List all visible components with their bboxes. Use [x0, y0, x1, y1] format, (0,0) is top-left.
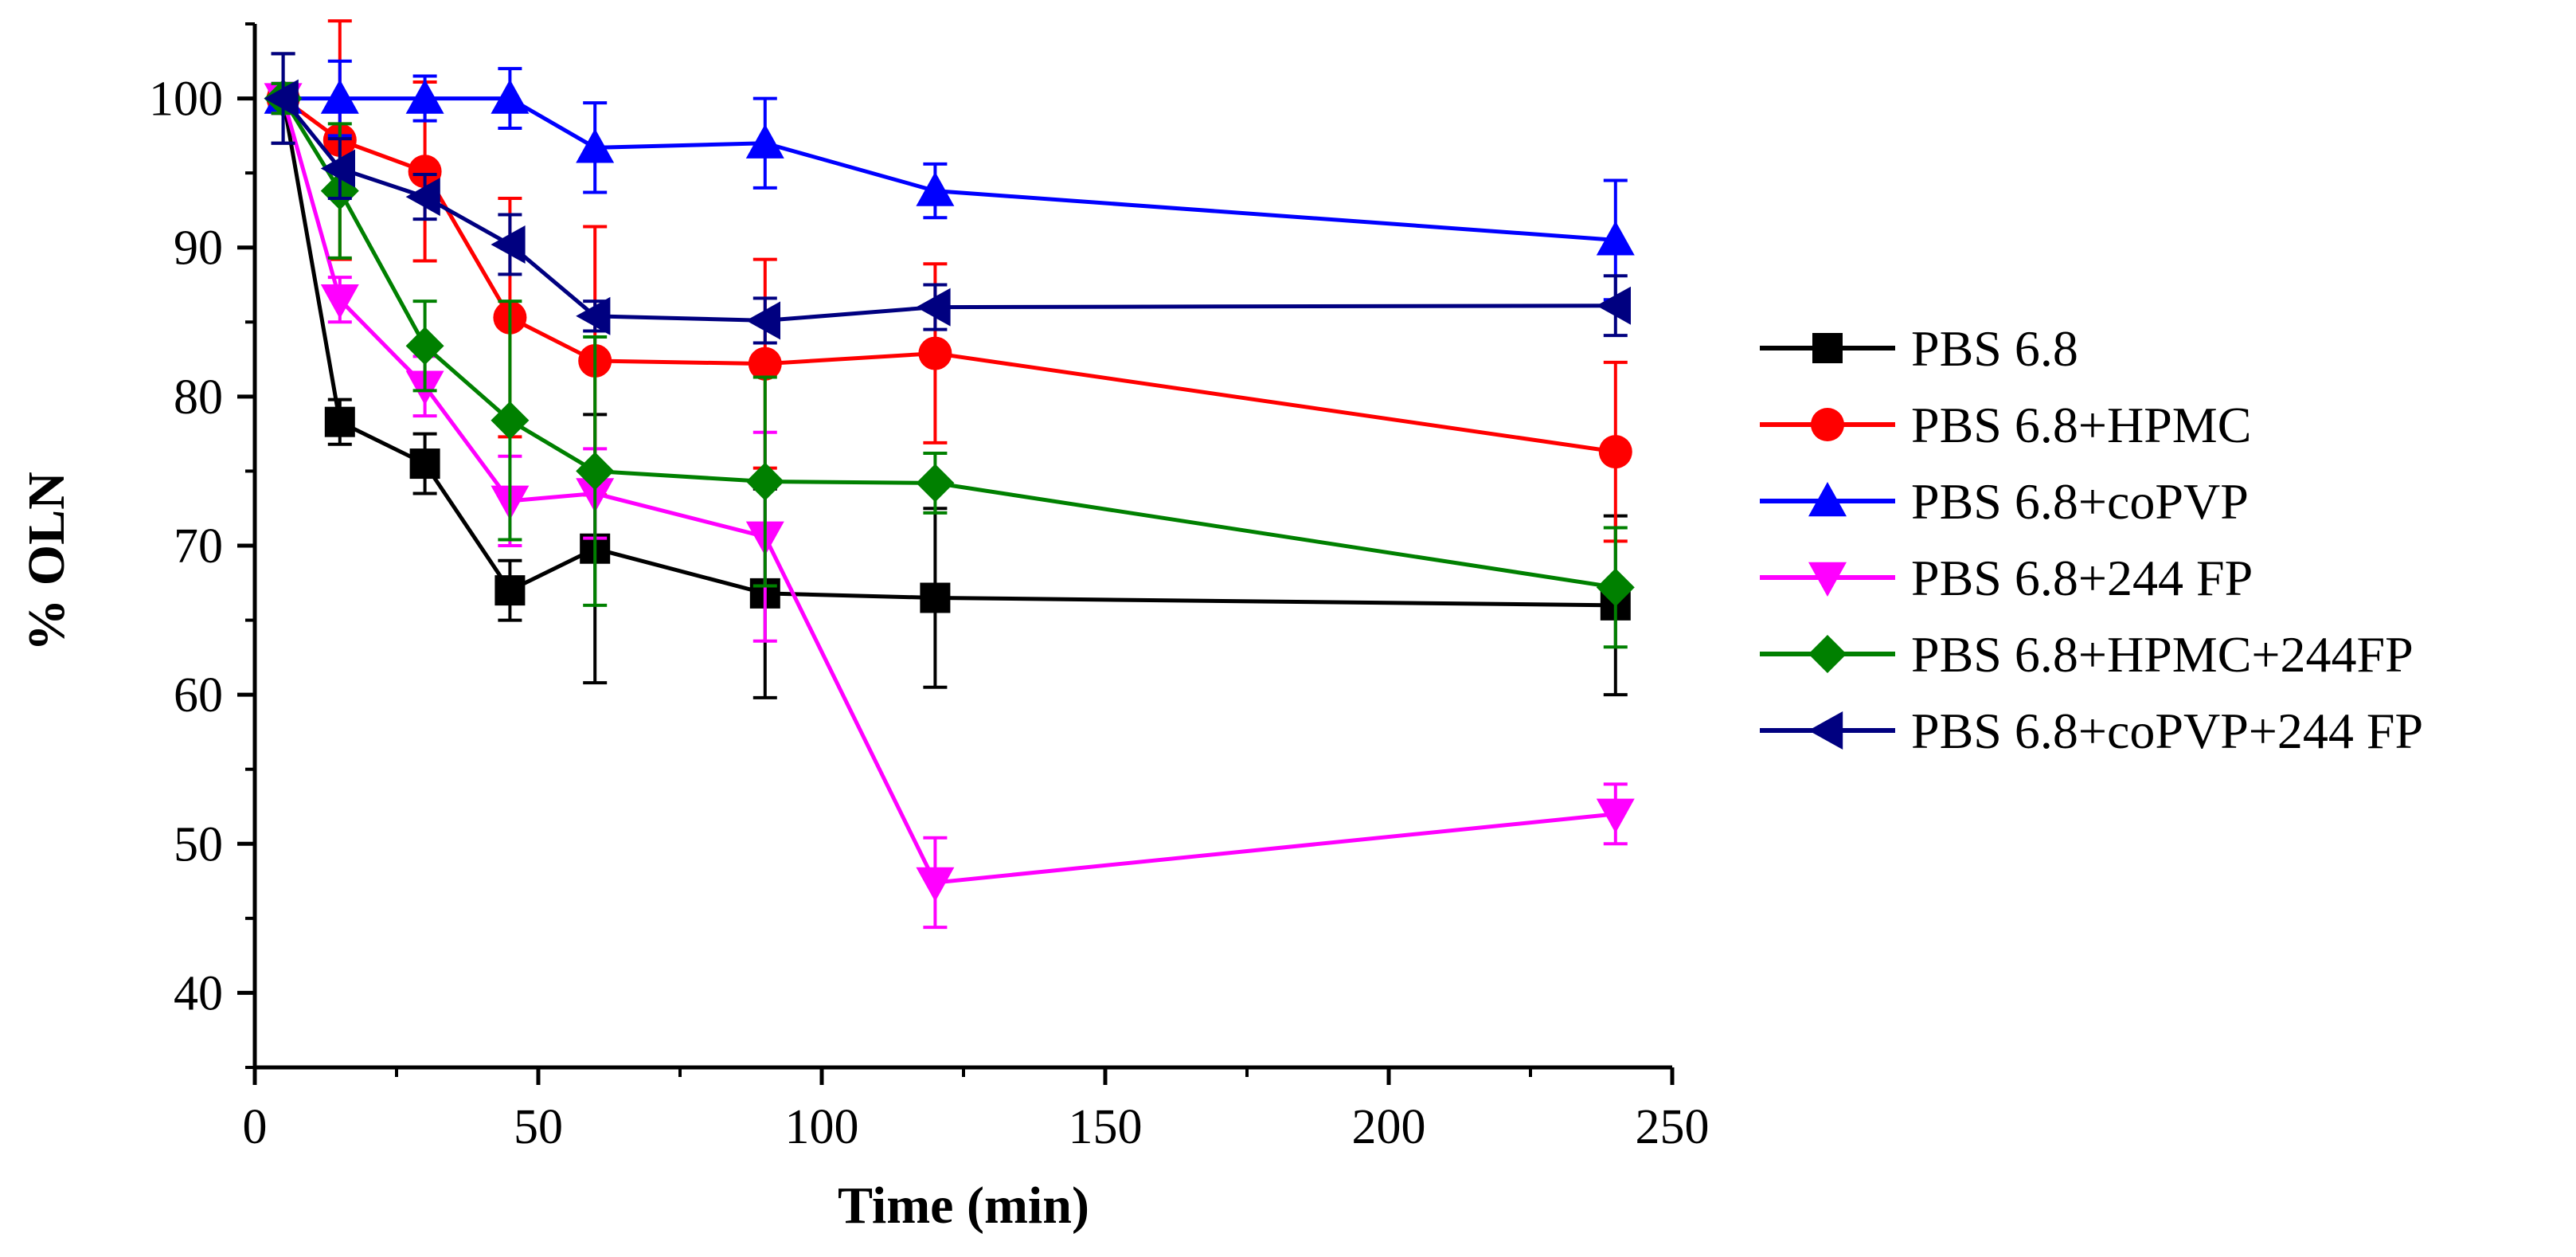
data-point — [748, 347, 782, 381]
data-point — [920, 582, 951, 613]
data-point — [405, 327, 444, 366]
data-point — [491, 401, 530, 440]
data-point — [405, 79, 444, 114]
data-point — [916, 867, 955, 902]
y-tick-label: 60 — [174, 668, 223, 722]
legend-label: PBS 6.8+HPMC — [1911, 397, 2251, 453]
data-point — [745, 123, 784, 159]
data-point — [576, 128, 615, 163]
data-point — [576, 296, 611, 335]
data-point — [409, 448, 440, 480]
legend-label: PBS 6.8+244 FP — [1911, 550, 2253, 606]
data-point — [324, 406, 355, 437]
legend-item: PBS 6.8+HPMC+244FP — [1760, 626, 2414, 683]
legend-label: PBS 6.8+coPVP+244 FP — [1911, 703, 2423, 759]
series-line — [283, 96, 1616, 242]
series-6 — [264, 52, 1631, 345]
data-point — [408, 155, 442, 189]
legend-marker — [1808, 562, 1847, 597]
legend-item: PBS 6.8 — [1760, 320, 2078, 377]
data-point — [916, 288, 951, 327]
plot-area — [264, 19, 1635, 930]
data-point — [918, 336, 952, 370]
legend-marker — [1808, 711, 1843, 750]
data-point — [491, 79, 530, 114]
legend-item: PBS 6.8+244 FP — [1760, 550, 2253, 606]
data-point — [1596, 798, 1635, 833]
data-point — [494, 575, 526, 606]
legend-marker — [1808, 482, 1847, 517]
legend-label: PBS 6.8+HPMC+244FP — [1911, 626, 2414, 683]
x-tick-label: 200 — [1352, 1100, 1426, 1154]
y-tick-label: 50 — [174, 817, 223, 871]
x-axis-title: Time (min) — [838, 1177, 1089, 1235]
legend-marker — [1812, 333, 1843, 363]
data-point — [320, 284, 359, 319]
data-point — [916, 464, 955, 503]
y-tick-label: 40 — [174, 966, 223, 1020]
x-tick-label: 0 — [243, 1100, 268, 1154]
data-point — [1598, 435, 1632, 469]
series-3 — [264, 59, 1635, 302]
y-tick-label: 90 — [174, 221, 223, 276]
x-tick-label: 100 — [785, 1100, 859, 1154]
legend-label: PBS 6.8+coPVP — [1911, 473, 2249, 530]
data-point — [264, 79, 299, 118]
data-point — [576, 452, 615, 491]
y-tick-label: 100 — [149, 72, 223, 127]
legend-item: PBS 6.8+HPMC — [1760, 397, 2251, 453]
data-point — [1596, 286, 1631, 325]
legend-item: PBS 6.8+coPVP+244 FP — [1760, 703, 2423, 759]
data-point — [745, 301, 780, 340]
data-point — [320, 79, 359, 114]
y-axis-title: % OLN — [18, 472, 76, 652]
data-point — [916, 171, 955, 206]
x-tick-label: 50 — [514, 1100, 563, 1154]
x-tick-label: 150 — [1069, 1100, 1143, 1154]
data-point — [491, 225, 526, 264]
series-line — [281, 97, 1616, 589]
y-tick-label: 80 — [174, 370, 223, 425]
legend-item: PBS 6.8+coPVP — [1760, 473, 2249, 530]
x-tick-label: 250 — [1636, 1100, 1710, 1154]
axes: 0 50 100 150 200 250 40 50 60 70 80 90 100 — [149, 22, 1710, 1154]
data-point — [1596, 221, 1635, 256]
data-point — [405, 178, 440, 217]
legend-label: PBS 6.8 — [1911, 320, 2078, 377]
data-point — [320, 149, 355, 188]
legend-marker — [1808, 635, 1847, 673]
legend-marker — [1811, 408, 1844, 441]
data-point — [1596, 568, 1635, 607]
series-line — [281, 97, 1616, 885]
data-point — [745, 462, 784, 501]
legend: PBS 6.8 PBS 6.8+HPMC PBS 6.8+coPVP PBS 6.8+… — [1760, 320, 2423, 759]
y-tick-label: 70 — [174, 519, 223, 574]
